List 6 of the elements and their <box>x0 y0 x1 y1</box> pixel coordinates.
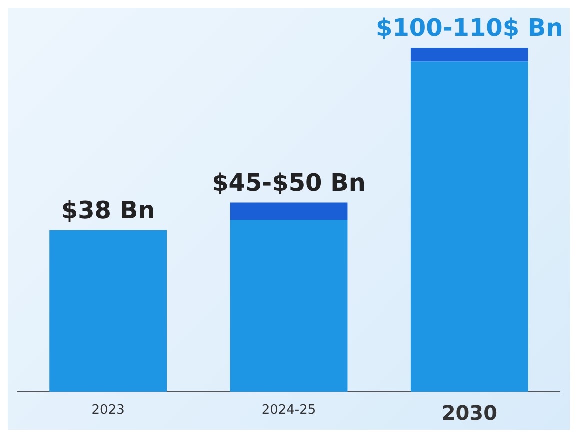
text: $100-110$ Bn <box>376 14 564 42</box>
annotation: $38 Bn <box>61 196 156 225</box>
annotation: $45-$50 Bn <box>212 169 366 198</box>
x-tick-label: 2030 <box>442 401 498 426</box>
x-tick-label: 2024-25 <box>262 403 316 418</box>
x-tick-label: 2023 <box>92 403 125 418</box>
